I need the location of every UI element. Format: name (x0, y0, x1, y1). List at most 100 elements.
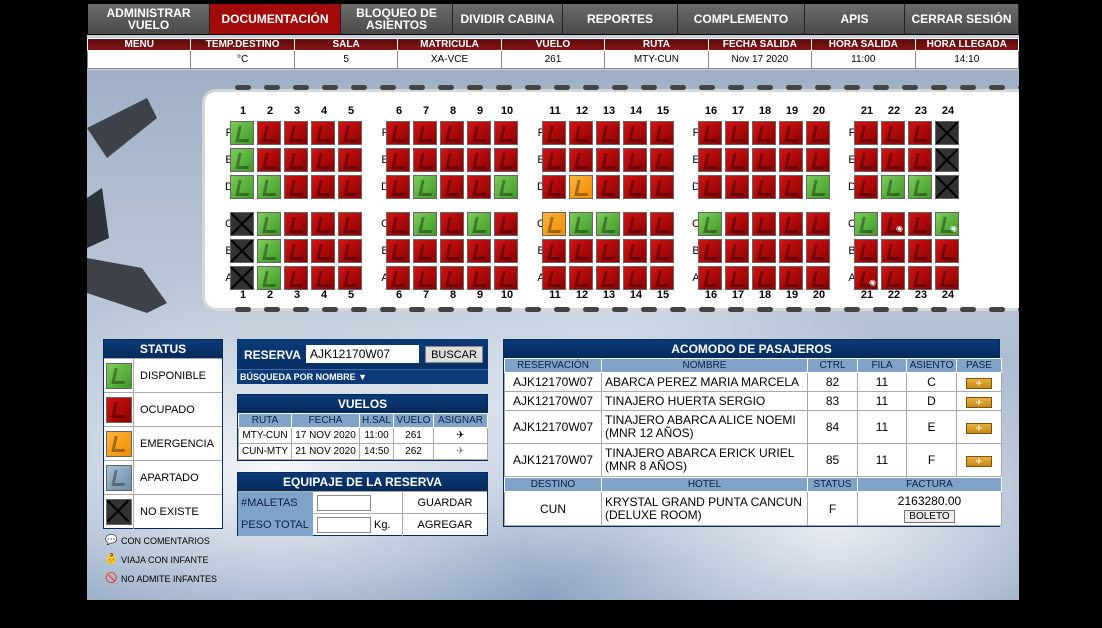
seat-F4[interactable] (311, 121, 335, 145)
seat-A19[interactable] (779, 266, 803, 290)
agregar-button[interactable]: AGREGAR (402, 513, 487, 536)
seat-F7[interactable] (413, 121, 437, 145)
seat-C5[interactable] (338, 212, 362, 236)
seat-D5[interactable] (338, 175, 362, 199)
seat-F21[interactable] (854, 121, 878, 145)
seat-D7[interactable] (413, 175, 437, 199)
seat-D23[interactable] (908, 175, 932, 199)
seat-B6[interactable] (386, 239, 410, 263)
seat-D19[interactable] (779, 175, 803, 199)
seat-B10[interactable] (494, 239, 518, 263)
seat-E12[interactable] (569, 148, 593, 172)
seat-A22[interactable] (881, 266, 905, 290)
seat-A13[interactable] (596, 266, 620, 290)
seat-C21[interactable] (854, 212, 878, 236)
seat-D22[interactable] (881, 175, 905, 199)
seat-F23[interactable] (908, 121, 932, 145)
seat-A9[interactable] (467, 266, 491, 290)
seat-F5[interactable] (338, 121, 362, 145)
buscar-button[interactable]: BUSCAR (425, 346, 483, 363)
seat-D17[interactable] (725, 175, 749, 199)
seat-B21[interactable] (854, 239, 878, 263)
reserva-input[interactable] (306, 345, 419, 363)
boleto-button[interactable]: BOLETO (904, 510, 955, 523)
seat-C6[interactable] (386, 212, 410, 236)
seat-A15[interactable] (650, 266, 674, 290)
seat-D14[interactable] (623, 175, 647, 199)
seat-C12[interactable] (569, 212, 593, 236)
nav-item-5[interactable]: COMPLEMENTO (678, 4, 805, 34)
seat-E16[interactable] (698, 148, 722, 172)
seat-D11[interactable] (542, 175, 566, 199)
seat-C17[interactable] (725, 212, 749, 236)
seat-B9[interactable] (467, 239, 491, 263)
asignar-plane-icon[interactable]: ✈ (433, 443, 488, 460)
seat-E10[interactable] (494, 148, 518, 172)
seat-D16[interactable] (698, 175, 722, 199)
seat-F2[interactable] (257, 121, 281, 145)
seat-D13[interactable] (596, 175, 620, 199)
seat-E11[interactable] (542, 148, 566, 172)
seat-E4[interactable] (311, 148, 335, 172)
seat-A12[interactable] (569, 266, 593, 290)
peso-total-input[interactable] (317, 516, 371, 533)
seat-C2[interactable] (257, 212, 281, 236)
seat-E18[interactable] (752, 148, 776, 172)
seat-D15[interactable] (650, 175, 674, 199)
seat-F14[interactable] (623, 121, 647, 145)
seat-B24[interactable] (935, 239, 959, 263)
seat-E5[interactable] (338, 148, 362, 172)
seat-E15[interactable] (650, 148, 674, 172)
seat-D20[interactable] (806, 175, 830, 199)
seat-B14[interactable] (623, 239, 647, 263)
seat-A18[interactable] (752, 266, 776, 290)
seat-F13[interactable] (596, 121, 620, 145)
seat-C9[interactable] (467, 212, 491, 236)
seat-D1[interactable] (230, 175, 254, 199)
seat-A2[interactable] (257, 266, 281, 290)
seat-C24[interactable]: ◉ (935, 212, 959, 236)
seat-A23[interactable] (908, 266, 932, 290)
nav-item-4[interactable]: REPORTES (563, 4, 678, 34)
seat-E6[interactable] (386, 148, 410, 172)
seat-F1[interactable] (230, 121, 254, 145)
seat-A6[interactable] (386, 266, 410, 290)
seat-D8[interactable] (440, 175, 464, 199)
seat-F12[interactable] (569, 121, 593, 145)
seat-B19[interactable] (779, 239, 803, 263)
seat-B17[interactable] (725, 239, 749, 263)
seat-D3[interactable] (284, 175, 308, 199)
seat-C13[interactable] (596, 212, 620, 236)
seat-B23[interactable] (908, 239, 932, 263)
seat-E21[interactable] (854, 148, 878, 172)
seat-A5[interactable] (338, 266, 362, 290)
seat-A14[interactable] (623, 266, 647, 290)
seat-F11[interactable] (542, 121, 566, 145)
seat-C15[interactable] (650, 212, 674, 236)
seat-B22[interactable] (881, 239, 905, 263)
seat-E9[interactable] (467, 148, 491, 172)
seat-C22[interactable]: ◉ (881, 212, 905, 236)
nav-item-6[interactable]: APIS (805, 4, 905, 34)
seat-A7[interactable] (413, 266, 437, 290)
seat-B2[interactable] (257, 239, 281, 263)
seat-C18[interactable] (752, 212, 776, 236)
seat-B4[interactable] (311, 239, 335, 263)
seat-B12[interactable] (569, 239, 593, 263)
seat-B15[interactable] (650, 239, 674, 263)
seat-B13[interactable] (596, 239, 620, 263)
seat-E8[interactable] (440, 148, 464, 172)
seat-C20[interactable] (806, 212, 830, 236)
seat-E23[interactable] (908, 148, 932, 172)
seat-A11[interactable] (542, 266, 566, 290)
seat-A3[interactable] (284, 266, 308, 290)
seat-D9[interactable] (467, 175, 491, 199)
seat-C14[interactable] (623, 212, 647, 236)
seat-A10[interactable] (494, 266, 518, 290)
seat-D12[interactable] (569, 175, 593, 199)
seat-C19[interactable] (779, 212, 803, 236)
seat-F18[interactable] (752, 121, 776, 145)
guardar-button[interactable]: GUARDAR (402, 491, 487, 514)
seat-C10[interactable] (494, 212, 518, 236)
asignar-plane-icon[interactable]: ✈ (433, 427, 488, 444)
